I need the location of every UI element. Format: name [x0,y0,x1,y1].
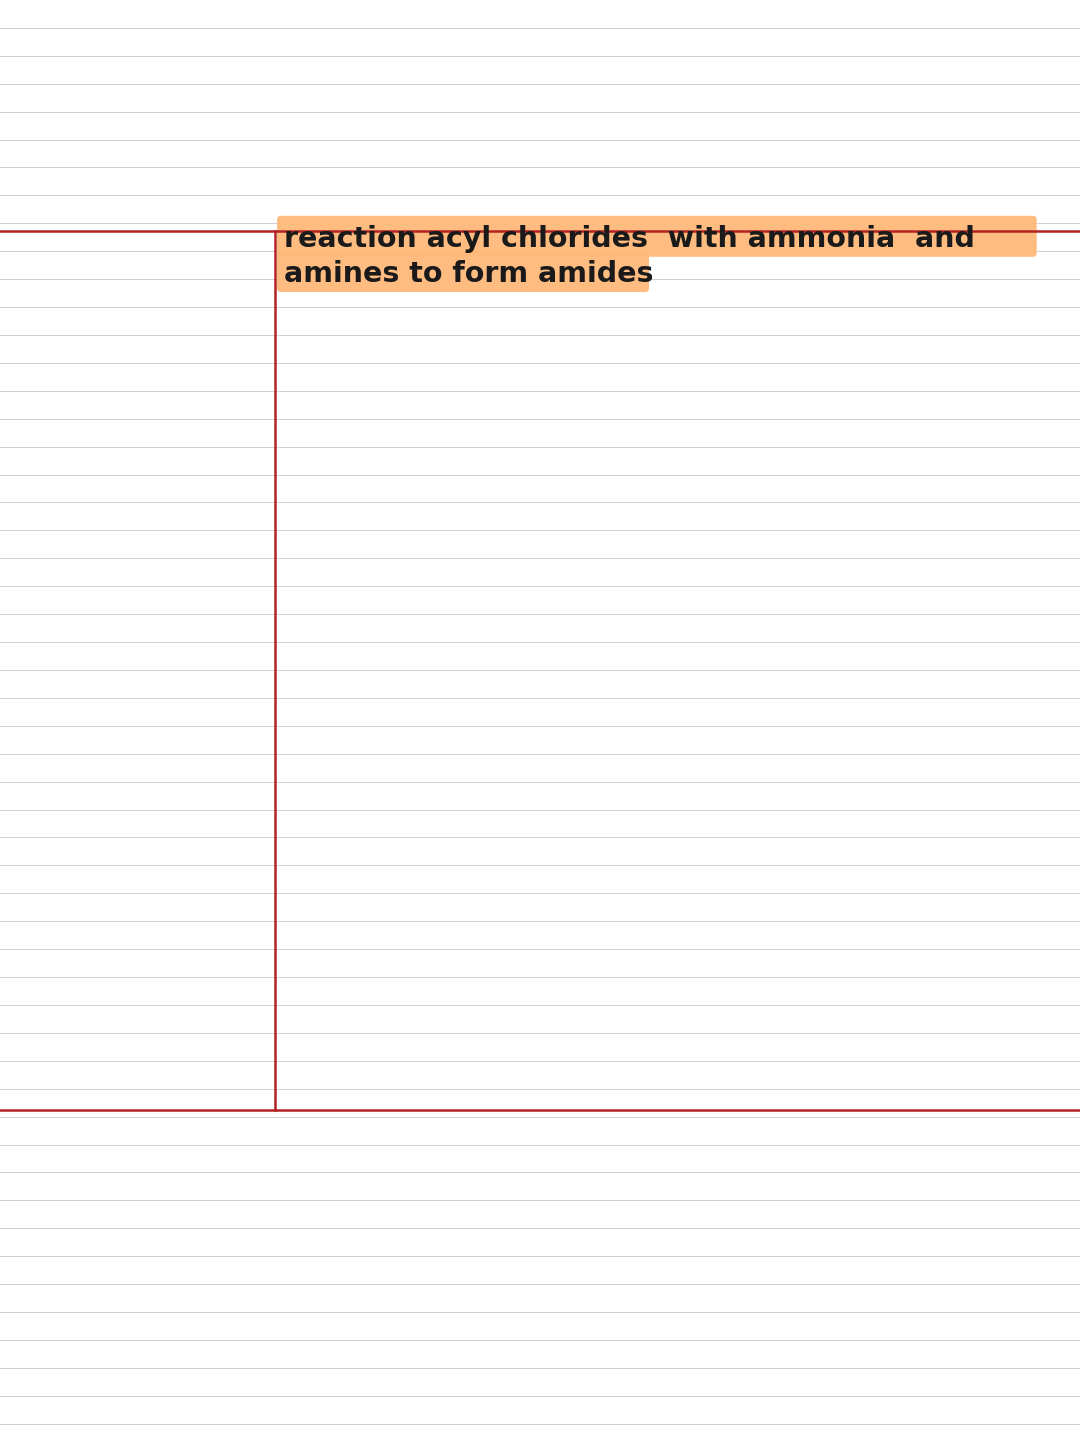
Text: amines to form amides: amines to form amides [284,260,653,288]
Text: reaction acyl chlorides  with ammonia  and: reaction acyl chlorides with ammonia and [284,224,975,253]
FancyBboxPatch shape [278,250,649,292]
FancyBboxPatch shape [278,216,1037,256]
